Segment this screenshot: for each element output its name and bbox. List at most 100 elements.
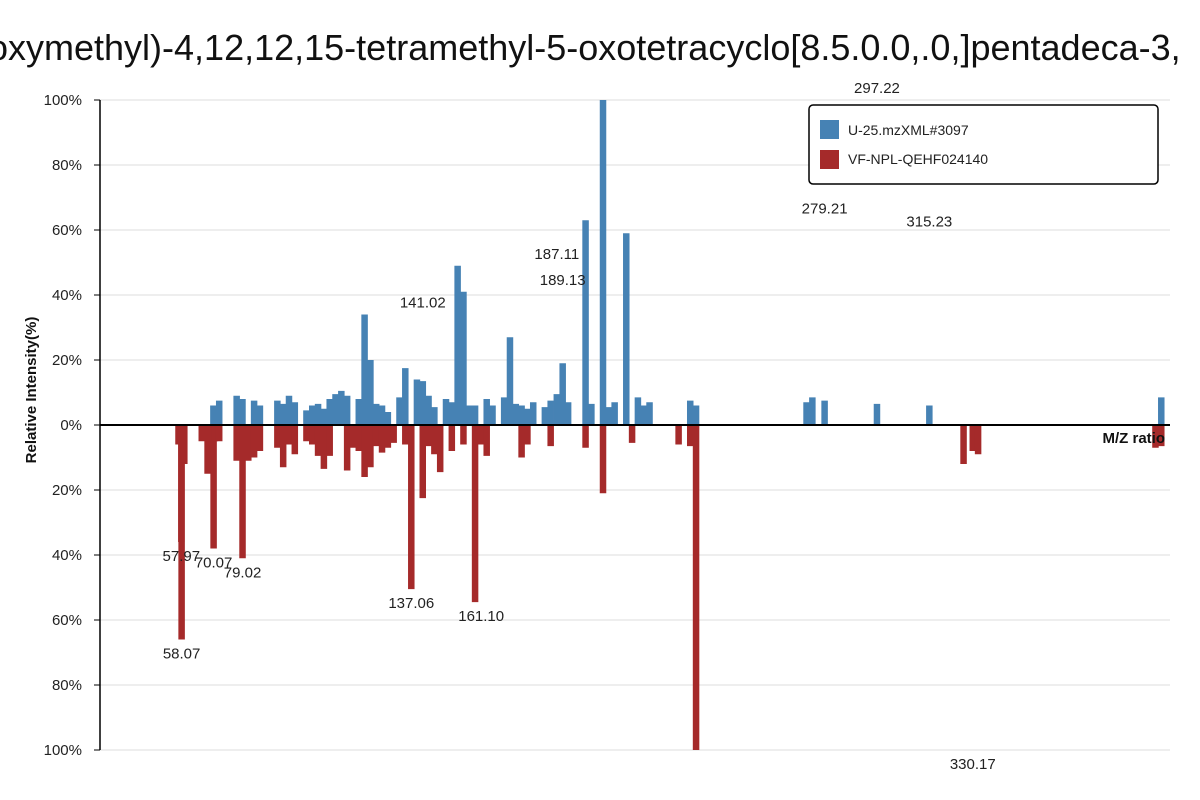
bottom-peak-label: 161.10 (458, 608, 504, 625)
bottom-peak-bar (274, 425, 281, 448)
top-peak-label: 315.23 (906, 213, 952, 230)
bottom-peak-bar (477, 425, 485, 445)
top-peak-bar (471, 405, 479, 425)
bottom-peak-bar (215, 425, 223, 442)
bottom-peak-label: 70.07 (195, 555, 233, 572)
legend-box (808, 104, 1159, 185)
top-peak-bar (442, 399, 450, 425)
top-peak-bar (332, 394, 339, 425)
top-peak-bar (623, 233, 630, 425)
bottom-peak-bar (326, 425, 333, 456)
top-peak-bar (454, 265, 461, 425)
top-peak-bar (326, 399, 333, 425)
bottom-peak-bar (343, 425, 351, 471)
top-peak-bar (529, 402, 537, 425)
bottom-peak-bar (279, 425, 287, 468)
top-peak-bar (518, 405, 525, 425)
top-peak-bar (512, 403, 520, 425)
bottom-peak-bar (547, 425, 554, 447)
legend-swatch-bottom (820, 150, 839, 169)
bottom-peak-bar (402, 425, 409, 445)
bottom-peak-bar (198, 425, 206, 442)
top-peak-bar (541, 407, 549, 425)
axes (94, 99, 1170, 751)
top-peak-bar (239, 399, 246, 425)
bottom-peak-bar (448, 425, 456, 451)
bottom-peak-bar (390, 425, 397, 443)
y-axis-title: Relative Intensity(%) (23, 317, 40, 464)
top-peak-bar (564, 402, 572, 425)
top-peak-bar (419, 381, 427, 425)
top-peak-bar (926, 405, 933, 425)
top-peak-bar (559, 363, 566, 425)
bottom-peak-bar (692, 425, 700, 750)
bottom-peak-bar (378, 425, 386, 453)
top-peak-bar (396, 397, 403, 425)
top-peak-bar (500, 397, 508, 425)
top-peak-bar (215, 400, 223, 425)
bottom-peak-bar (245, 425, 252, 461)
bottom-peak-bar (355, 425, 363, 451)
y-tick-labels: 100% 80% 60% 40% 20% 0% 20% 40% 60% 80% 100% (44, 92, 82, 759)
top-peak-bar (309, 405, 316, 425)
bottom-peak-label: 137.06 (388, 595, 434, 612)
y-tick-label: 0% (60, 417, 82, 434)
bottom-peak-bar (518, 425, 525, 458)
y-tick-label: 60% (52, 612, 82, 629)
top-peak-bar (524, 408, 531, 425)
legend-label-top: U-25.mzXML#3097 (848, 122, 969, 138)
bottom-peak-bar (599, 425, 607, 494)
bottom-peak-bar (372, 425, 380, 447)
top-peak-bar (466, 405, 473, 425)
top-peak-bar (1158, 397, 1165, 425)
y-tick-label: 80% (52, 677, 82, 694)
top-peak-bar (686, 400, 694, 425)
bottom-peak-bar (960, 425, 967, 464)
bottom-peak-bar (303, 425, 310, 442)
top-peak-bar (314, 403, 322, 425)
top-peak-bar (431, 407, 438, 425)
x-axis-title: M/Z ratio (1103, 430, 1166, 447)
bottom-peak-bar (483, 425, 490, 456)
top-peak-bar (372, 403, 380, 425)
top-peak-bar (303, 410, 310, 425)
bottom-peak-bar (675, 425, 682, 445)
y-tick-label: 100% (44, 742, 82, 759)
bottom-peak-bar (384, 425, 392, 448)
top-peak-bar (605, 407, 613, 425)
top-peak-label: 187.11 (534, 246, 579, 263)
top-peak-bar (547, 400, 554, 425)
top-peak-bar (355, 399, 363, 425)
bottom-peak-bar (178, 425, 185, 640)
top-peak-bar (553, 394, 561, 425)
bottom-peak-bar (320, 425, 328, 469)
bottom-peak-bar (628, 425, 636, 443)
top-peak-bar (692, 405, 700, 425)
bottom-peak-bar (524, 425, 531, 445)
top-peak-label: 297.22 (854, 80, 900, 97)
top-peak-bar (646, 402, 653, 425)
bottom-peak-bar (974, 425, 982, 455)
y-tick-label: 80% (52, 157, 82, 174)
top-peak-bar (338, 390, 345, 425)
top-peak-bar (274, 400, 281, 425)
top-peak-bar (448, 402, 456, 425)
bottom-peak-bar (181, 425, 188, 464)
top-peak-bar (343, 395, 351, 425)
peak-labels: 297.22 279.21 315.23 187.11 189.13 141.02 330.… (163, 80, 996, 773)
top-peak-bar (285, 395, 293, 425)
legend-label-bottom: VF-NPL-QEHF024140 (848, 151, 988, 167)
bottom-peak-bar (256, 425, 264, 451)
top-peak-bar (611, 402, 618, 425)
bottom-peak-label: 79.02 (224, 564, 262, 581)
bottom-peak-label: 57.97 (163, 548, 201, 565)
bottom-peak-bar (204, 425, 211, 474)
bottom-peak-bar (1152, 425, 1159, 448)
top-peak-label: 189.13 (540, 272, 586, 289)
top-peak-bar (640, 405, 647, 425)
bottom-spectrum-bars (175, 425, 1165, 750)
top-peak-bar (367, 360, 374, 425)
top-peak-bar (378, 405, 386, 425)
top-peak-bar (320, 408, 328, 425)
